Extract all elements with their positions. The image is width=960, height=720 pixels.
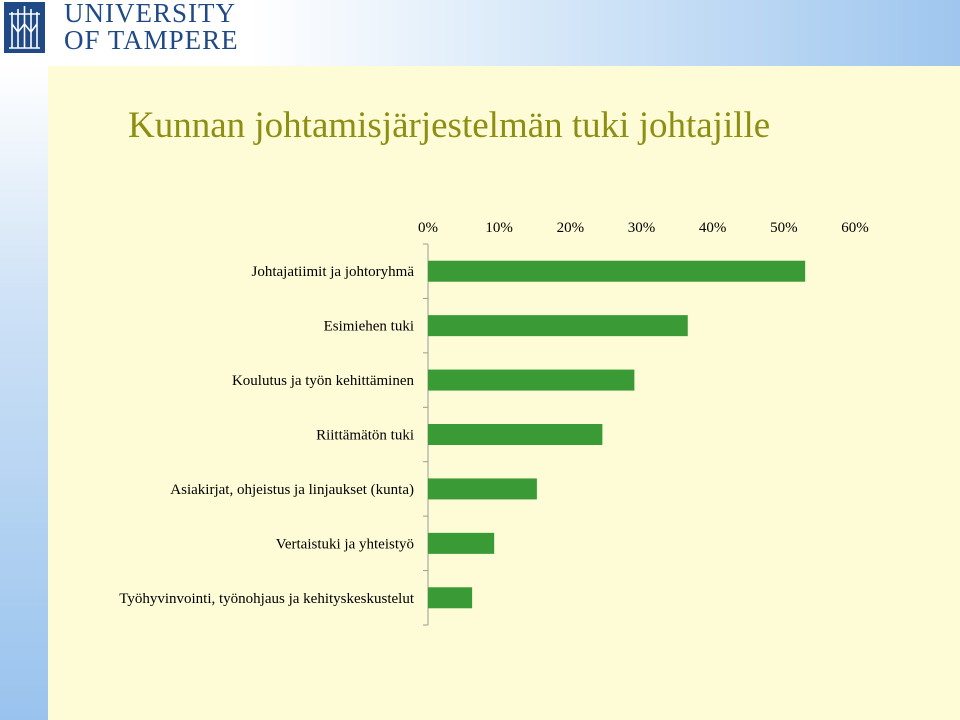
x-tick-label: 30% bbox=[628, 220, 656, 236]
category-label: Esimiehen tuki bbox=[324, 319, 414, 335]
bar bbox=[428, 532, 495, 554]
tower-logo-icon bbox=[9, 6, 40, 49]
category-label: Vertaistuki ja yhteistyö bbox=[276, 536, 414, 552]
x-tick-label: 40% bbox=[699, 220, 727, 236]
category-label: Asiakirjat, ohjeistus ja linjaukset (kun… bbox=[170, 482, 414, 498]
header-band bbox=[0, 0, 960, 66]
bar bbox=[428, 587, 473, 609]
category-label: Riittämätön tuki bbox=[316, 428, 414, 444]
bar bbox=[428, 478, 537, 500]
slide-title: Kunnan johtamisjärjestelmän tuki johtaji… bbox=[128, 105, 771, 146]
category-label: Työhyvinvointi, työnohjaus ja kehityskes… bbox=[119, 591, 415, 607]
x-tick-label: 0% bbox=[418, 220, 438, 236]
bar bbox=[428, 315, 688, 337]
university-wordmark: UNIVERSITY OF TAMPERE bbox=[64, 0, 239, 54]
category-label: Koulutus ja työn kehittäminen bbox=[232, 373, 415, 389]
bar bbox=[428, 260, 806, 282]
category-label: Johtajatiimit ja johtoryhmä bbox=[252, 264, 415, 280]
bar bbox=[428, 424, 603, 445]
bar bbox=[428, 369, 635, 391]
x-tick-label: 20% bbox=[557, 220, 585, 236]
wordmark-line-2: OF TAMPERE bbox=[64, 25, 239, 55]
x-tick-label: 50% bbox=[770, 220, 798, 236]
x-tick-label: 10% bbox=[485, 220, 513, 236]
x-tick-label: 60% bbox=[841, 220, 869, 236]
side-band bbox=[0, 66, 48, 720]
university-logo bbox=[4, 2, 45, 53]
wordmark-line-1: UNIVERSITY bbox=[64, 0, 236, 28]
